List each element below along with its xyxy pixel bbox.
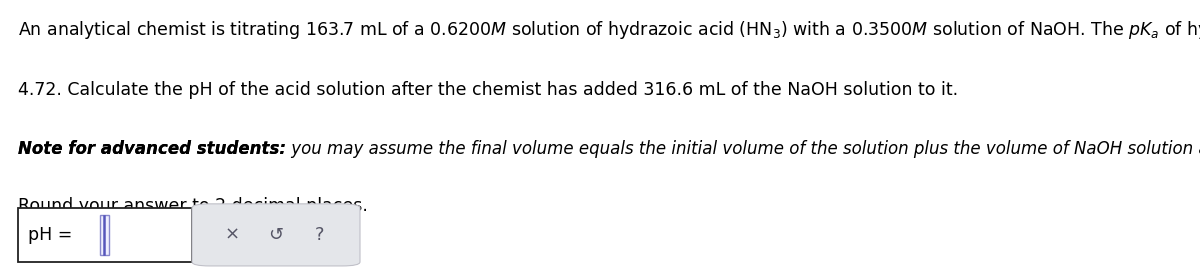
Text: ?: ?: [316, 226, 325, 244]
FancyBboxPatch shape: [100, 215, 109, 255]
Text: pH =: pH =: [28, 226, 78, 244]
FancyBboxPatch shape: [192, 204, 360, 266]
Text: ×: ×: [224, 226, 240, 244]
Text: 4.72. Calculate the pH of the acid solution after the chemist has added 316.6 mL: 4.72. Calculate the pH of the acid solut…: [18, 81, 958, 99]
Text: Round your answer to 2 decimal places.: Round your answer to 2 decimal places.: [18, 197, 368, 215]
Text: you may assume the final volume equals the initial volume of the solution plus t: you may assume the final volume equals t…: [286, 140, 1200, 158]
Text: Note for advanced students:: Note for advanced students:: [18, 140, 286, 158]
FancyBboxPatch shape: [18, 208, 192, 262]
Text: Note for advanced students:: Note for advanced students:: [18, 140, 286, 158]
Text: An analytical chemist is titrating 163.7 mL of a 0.6200$\mathit{M}$ solution of : An analytical chemist is titrating 163.7…: [18, 19, 1200, 41]
Text: ↺: ↺: [269, 226, 283, 244]
